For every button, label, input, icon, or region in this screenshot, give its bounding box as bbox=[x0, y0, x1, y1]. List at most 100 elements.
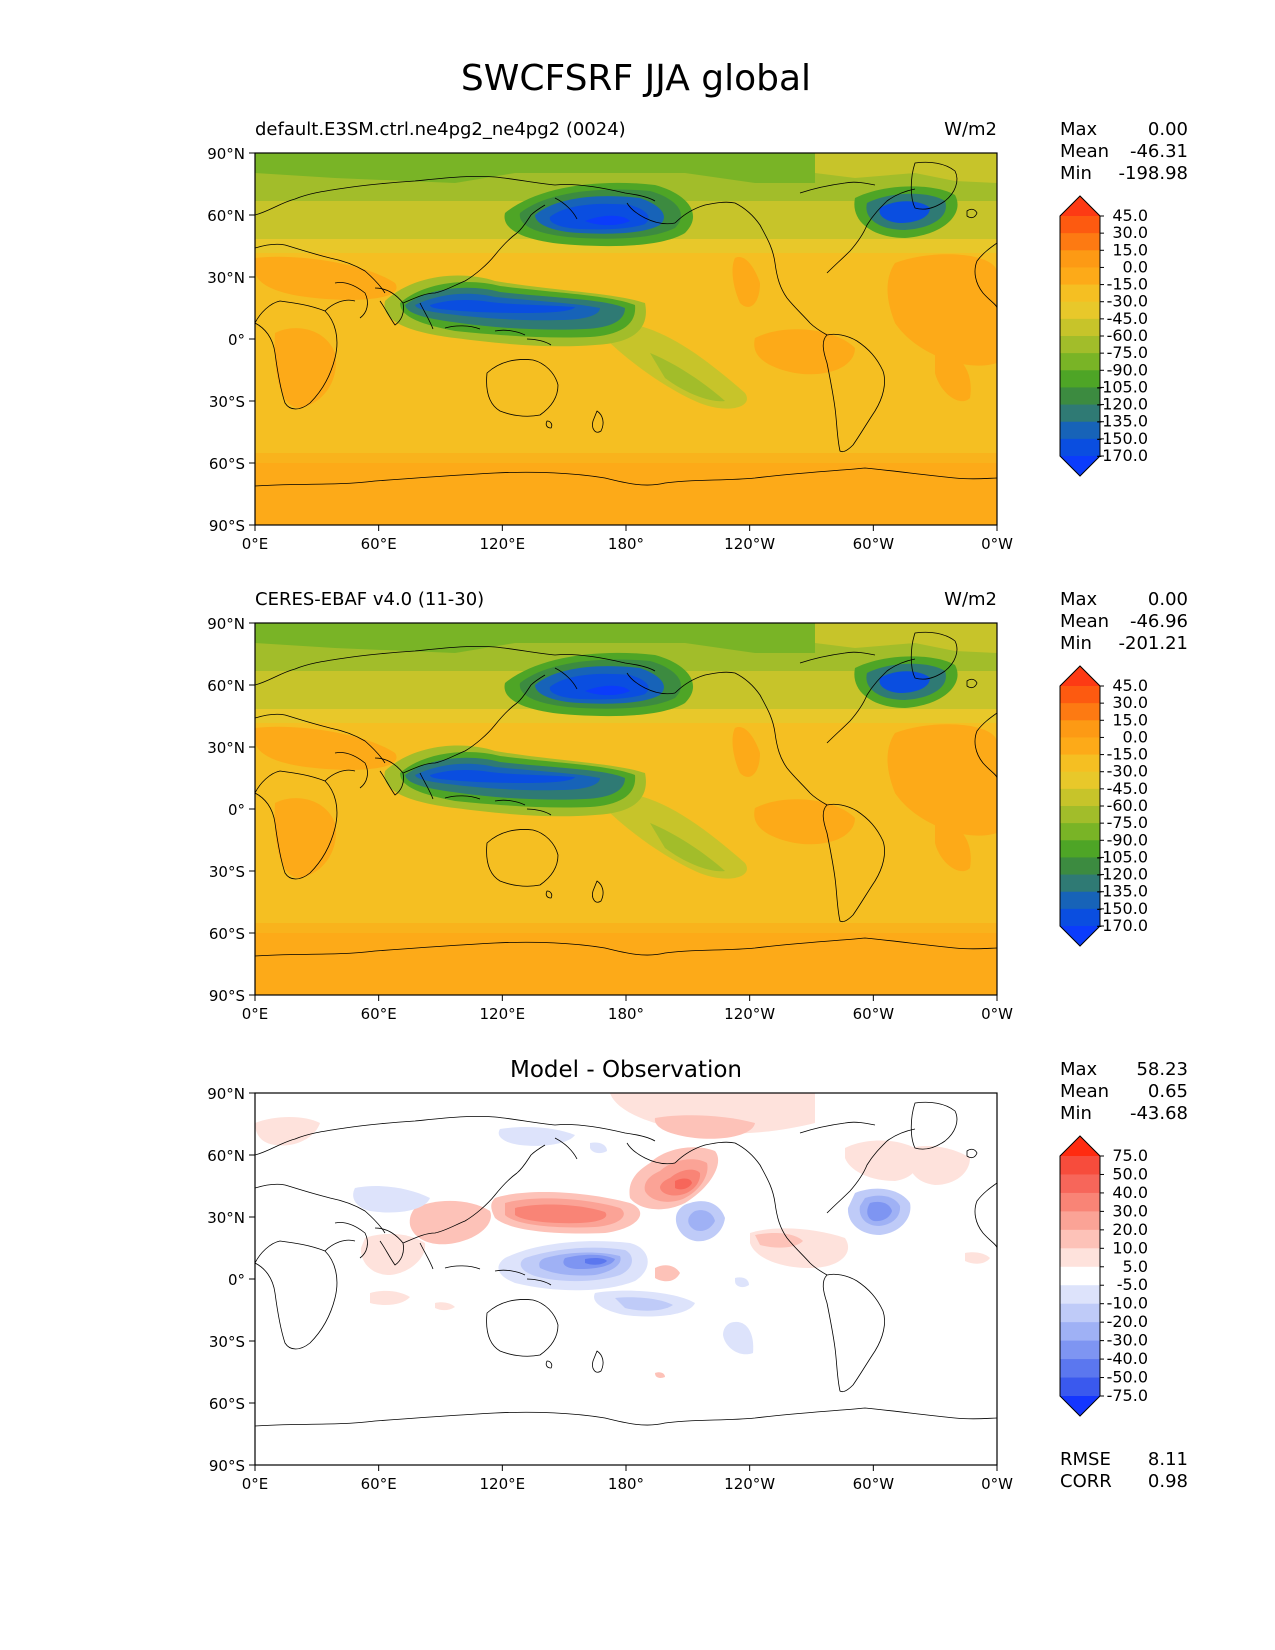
panel-model-title: default.E3SM.ctrl.ne4pg2_ne4pg2 (0024) bbox=[255, 119, 626, 140]
colorbar-segment bbox=[1060, 336, 1100, 354]
colorbar-segment bbox=[1060, 1285, 1100, 1305]
stat-value: 58.23 bbox=[1136, 1059, 1188, 1080]
lat-tick-label: 30°N bbox=[207, 739, 245, 757]
stat-label: Mean bbox=[1060, 1081, 1109, 1102]
colorbar-segment bbox=[1060, 1248, 1100, 1268]
lat-tick-label: 0° bbox=[228, 801, 245, 819]
colorbar-segment bbox=[1060, 908, 1100, 927]
colorbar-segment bbox=[1060, 686, 1100, 704]
colorbar-segment bbox=[1060, 250, 1100, 268]
panel-diff: Model - Observation 90°N 60°N 30°N 0° 30°S 60… bbox=[207, 1057, 1013, 1493]
colorbar-segment bbox=[1060, 370, 1100, 388]
colorbar-tick-label: -75.0 bbox=[1107, 813, 1148, 832]
colorbar-diff: 75.050.040.030.020.010.05.0-5.0-10.0-20.… bbox=[1059, 1135, 1148, 1417]
colorbar-tick-label: -30.0 bbox=[1107, 1331, 1148, 1350]
colorbar-tick-label: -170.0 bbox=[1096, 916, 1148, 935]
lon-tick-label: 60°W bbox=[853, 1005, 895, 1023]
colorbar-tick-label: -150.0 bbox=[1096, 429, 1148, 448]
lon-tick-label: 0°W bbox=[981, 1475, 1013, 1493]
colorbar-tick-label: 15.0 bbox=[1112, 240, 1148, 259]
lat-tick-label: 30°N bbox=[207, 1209, 245, 1227]
colorbar-tick-label: -105.0 bbox=[1096, 847, 1148, 866]
lat-axis: 90°N 60°N 30°N 0° 30°S 60°S 90°S bbox=[207, 1085, 255, 1475]
map-diff bbox=[255, 1093, 997, 1465]
stat-label: Max bbox=[1060, 1059, 1098, 1080]
lon-tick-label: 120°W bbox=[724, 1005, 775, 1023]
colorbar-segment bbox=[1060, 806, 1100, 824]
colorbar-segment bbox=[1060, 703, 1100, 721]
colorbar-tick-label: -135.0 bbox=[1096, 882, 1148, 901]
stats-obs: Max 0.00 Mean -46.96 Min -201.21 bbox=[1060, 589, 1188, 654]
colorbar-tick-label: -60.0 bbox=[1107, 326, 1148, 345]
colorbar-extend-min bbox=[1060, 926, 1100, 946]
colorbar-extend-max bbox=[1060, 666, 1100, 686]
colorbar-segment bbox=[1060, 788, 1100, 807]
colorbar-tick-label: 15.0 bbox=[1112, 710, 1148, 729]
stat-label: RMSE bbox=[1060, 1449, 1111, 1470]
colorbar-tick-label: -30.0 bbox=[1107, 292, 1148, 311]
colorbar-segment bbox=[1060, 318, 1100, 337]
stats-diff: Max 58.23 Mean 0.65 Min -43.68 bbox=[1060, 1059, 1188, 1124]
panel-obs-title: CERES-EBAF v4.0 (11-30) bbox=[255, 589, 484, 610]
colorbar-segment bbox=[1060, 823, 1100, 841]
lon-tick-label: 60°E bbox=[361, 1005, 397, 1023]
stat-value: 0.00 bbox=[1148, 119, 1188, 140]
colorbar-obs: 45.030.015.00.0-15.0-30.0-45.0-60.0-75.0… bbox=[1059, 665, 1148, 947]
colorbar-tick-label: -75.0 bbox=[1107, 343, 1148, 362]
lon-tick-label: 120°E bbox=[480, 1005, 526, 1023]
colorbar-segment bbox=[1060, 874, 1100, 893]
figure-title: SWCFSRF JJA global bbox=[461, 58, 811, 99]
stat-value: -46.96 bbox=[1130, 611, 1188, 632]
lat-tick-label: 30°S bbox=[209, 393, 245, 411]
stat-label: CORR bbox=[1060, 1471, 1112, 1492]
colorbar-tick-label: -150.0 bbox=[1096, 899, 1148, 918]
colorbar-segment bbox=[1060, 1340, 1100, 1360]
lon-tick-label: 120°E bbox=[480, 535, 526, 553]
lon-tick-label: 180° bbox=[608, 1475, 644, 1493]
lat-axis: 90°N 60°N 30°N 0° 30°S 60°S 90°S bbox=[207, 615, 255, 1005]
lon-tick-label: 0°W bbox=[981, 535, 1013, 553]
colorbar-segment bbox=[1060, 387, 1100, 406]
colorbar-segment bbox=[1060, 1322, 1100, 1342]
colorbar-segment bbox=[1060, 1156, 1100, 1175]
stat-label: Min bbox=[1060, 1103, 1092, 1124]
colorbar-segment bbox=[1060, 301, 1100, 320]
lon-tick-label: 180° bbox=[608, 1005, 644, 1023]
colorbar-tick-label: -90.0 bbox=[1107, 830, 1148, 849]
colorbar-tick-label: -50.0 bbox=[1107, 1368, 1148, 1387]
stat-label: Max bbox=[1060, 119, 1098, 140]
colorbar-segment bbox=[1060, 754, 1100, 773]
colorbar-tick-label: 20.0 bbox=[1112, 1220, 1148, 1239]
colorbar-tick-label: -5.0 bbox=[1117, 1275, 1148, 1294]
lon-tick-label: 60°W bbox=[853, 535, 895, 553]
lat-tick-label: 90°S bbox=[209, 987, 245, 1005]
colorbar-segment bbox=[1060, 1192, 1100, 1212]
colorbar-segment bbox=[1060, 438, 1100, 457]
colorbar-extend-min bbox=[1060, 456, 1100, 476]
lon-tick-label: 120°E bbox=[480, 1475, 526, 1493]
lon-tick-label: 120°W bbox=[724, 1475, 775, 1493]
stat-label: Mean bbox=[1060, 141, 1109, 162]
colorbar-segment bbox=[1060, 840, 1100, 858]
side-model: Max 0.00 Mean -46.31 Min -198.98 45.030.015.0… bbox=[1059, 119, 1188, 477]
colorbar-tick-label: -30.0 bbox=[1107, 762, 1148, 781]
colorbar-segment bbox=[1060, 720, 1100, 738]
colorbar-extend-max bbox=[1060, 196, 1100, 216]
colorbar-segment bbox=[1060, 1303, 1100, 1323]
lat-tick-label: 90°N bbox=[207, 615, 245, 633]
stat-value: 8.11 bbox=[1148, 1449, 1188, 1470]
lat-tick-label: 90°S bbox=[209, 1457, 245, 1475]
colorbar-segment bbox=[1060, 1174, 1100, 1194]
colorbar-tick-label: 40.0 bbox=[1112, 1183, 1148, 1202]
stat-value: 0.00 bbox=[1148, 589, 1188, 610]
colorbar-tick-label: -120.0 bbox=[1096, 865, 1148, 884]
lat-tick-label: 30°S bbox=[209, 1333, 245, 1351]
colorbar-tick-label: -105.0 bbox=[1096, 377, 1148, 396]
colorbar-segment bbox=[1060, 421, 1100, 440]
colorbar-tick-label: 45.0 bbox=[1112, 206, 1148, 225]
colorbar-segment bbox=[1060, 1266, 1100, 1286]
colorbar-tick-label: 75.0 bbox=[1112, 1146, 1148, 1165]
colorbar-tick-label: 10.0 bbox=[1112, 1238, 1148, 1257]
lon-tick-label: 0°E bbox=[242, 1005, 269, 1023]
colorbar-segment bbox=[1060, 1229, 1100, 1249]
